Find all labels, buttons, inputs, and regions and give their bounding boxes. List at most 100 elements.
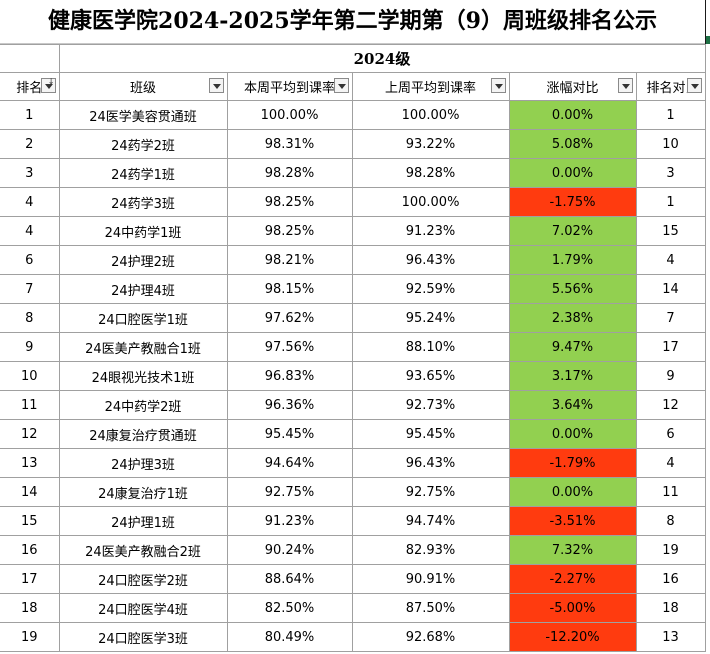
header-last-week[interactable]: 上周平均到课率 [351, 72, 510, 101]
cell-rank[interactable]: 17 [0, 564, 60, 594]
cell-last-week[interactable]: 100.00% [351, 187, 510, 217]
cell-this-week[interactable]: 98.25% [226, 216, 353, 246]
cell-class[interactable]: 24中药学2班 [58, 390, 228, 420]
cell-change[interactable]: 0.00% [508, 100, 637, 130]
cell-change[interactable]: 0.00% [508, 477, 637, 507]
cell-this-week[interactable]: 92.75% [226, 477, 353, 507]
cell-this-week[interactable]: 98.21% [226, 245, 353, 275]
cell-rank[interactable]: 19 [0, 622, 60, 652]
cell-class[interactable]: 24护理4班 [58, 274, 228, 304]
cell-rank[interactable]: 8 [0, 303, 60, 333]
filter-dropdown-icon[interactable] [617, 78, 633, 93]
cell-this-week[interactable]: 82.50% [226, 593, 353, 623]
cell-rank[interactable]: 9 [0, 332, 60, 362]
header-this-week[interactable]: 本周平均到课率 [226, 72, 353, 101]
cell-class[interactable]: 24药学3班 [58, 187, 228, 217]
cell-change[interactable]: 5.56% [508, 274, 637, 304]
cell-prev-rank[interactable]: 9 [635, 361, 706, 391]
cell-change[interactable]: -1.79% [508, 448, 637, 478]
cell-this-week[interactable]: 80.49% [226, 622, 353, 652]
cell-class[interactable]: 24康复治疗1班 [58, 477, 228, 507]
cell-rank[interactable]: 3 [0, 158, 60, 188]
cell-rank[interactable]: 2 [0, 129, 60, 159]
cell-last-week[interactable]: 82.93% [351, 535, 510, 565]
filter-dropdown-icon[interactable] [208, 78, 224, 93]
cell-prev-rank[interactable]: 13 [635, 622, 706, 652]
cell-last-week[interactable]: 100.00% [351, 100, 510, 130]
cell-prev-rank[interactable]: 7 [635, 303, 706, 333]
cell-change[interactable]: -12.20% [508, 622, 637, 652]
cell-change[interactable]: -5.00% [508, 593, 637, 623]
cell-rank[interactable]: 4 [0, 187, 60, 217]
filter-dropdown-icon[interactable] [686, 78, 702, 93]
cell-change[interactable]: 1.79% [508, 245, 637, 275]
cell-last-week[interactable]: 87.50% [351, 593, 510, 623]
cell-prev-rank[interactable]: 15 [635, 216, 706, 246]
cell-class[interactable]: 24护理3班 [58, 448, 228, 478]
cell-last-week[interactable]: 90.91% [351, 564, 510, 594]
cell-class[interactable]: 24药学2班 [58, 129, 228, 159]
filter-dropdown-icon[interactable] [40, 77, 56, 93]
cell-rank[interactable]: 6 [0, 245, 60, 275]
cell-class[interactable]: 24医美产教融合1班 [58, 332, 228, 362]
cell-prev-rank[interactable]: 1 [635, 100, 706, 130]
cell-change[interactable]: 3.64% [508, 390, 637, 420]
cell-last-week[interactable]: 96.43% [351, 448, 510, 478]
cell-prev-rank[interactable]: 4 [635, 245, 706, 275]
cell-prev-rank[interactable]: 18 [635, 593, 706, 623]
cell-last-week[interactable]: 91.23% [351, 216, 510, 246]
header-class[interactable]: 班级 [58, 72, 228, 101]
cell-rank[interactable]: 15 [0, 506, 60, 536]
cell-prev-rank[interactable]: 6 [635, 419, 706, 449]
cell-this-week[interactable]: 96.36% [226, 390, 353, 420]
cell-this-week[interactable]: 98.31% [226, 129, 353, 159]
cell-change[interactable]: 7.32% [508, 535, 637, 565]
cell-prev-rank[interactable]: 10 [635, 129, 706, 159]
cell-class[interactable]: 24口腔医学1班 [58, 303, 228, 333]
cell-prev-rank[interactable]: 1 [635, 187, 706, 217]
cell-this-week[interactable]: 94.64% [226, 448, 353, 478]
cell-change[interactable]: 0.00% [508, 419, 637, 449]
cell-change[interactable]: 9.47% [508, 332, 637, 362]
cell-prev-rank[interactable]: 4 [635, 448, 706, 478]
cell-class[interactable]: 24护理1班 [58, 506, 228, 536]
cell-prev-rank[interactable]: 8 [635, 506, 706, 536]
header-prev-rank[interactable]: 排名对比 [635, 72, 706, 101]
cell-last-week[interactable]: 92.73% [351, 390, 510, 420]
cell-last-week[interactable]: 98.28% [351, 158, 510, 188]
cell-change[interactable]: -1.75% [508, 187, 637, 217]
cell-last-week[interactable]: 88.10% [351, 332, 510, 362]
cell-last-week[interactable]: 92.75% [351, 477, 510, 507]
cell-class[interactable]: 24护理2班 [58, 245, 228, 275]
level-cell[interactable]: 2024级 [58, 44, 706, 73]
cell-change[interactable]: 7.02% [508, 216, 637, 246]
cell-prev-rank[interactable]: 19 [635, 535, 706, 565]
title-row[interactable]: 健康医学院2024-2025学年第二学期第（9）周班级排名公示 [0, 0, 710, 44]
cell-prev-rank[interactable]: 12 [635, 390, 706, 420]
cell-change[interactable]: 5.08% [508, 129, 637, 159]
cell-rank[interactable]: 10 [0, 361, 60, 391]
filter-dropdown-icon[interactable] [490, 78, 506, 93]
cell-rank[interactable]: 14 [0, 477, 60, 507]
cell-class[interactable]: 24康复治疗贯通班 [58, 419, 228, 449]
header-rank[interactable]: 排名 [0, 72, 60, 101]
cell-last-week[interactable]: 93.22% [351, 129, 510, 159]
cell-rank[interactable]: 7 [0, 274, 60, 304]
cell-rank[interactable]: 4 [0, 216, 60, 246]
cell-change[interactable]: 3.17% [508, 361, 637, 391]
cell-last-week[interactable]: 92.68% [351, 622, 510, 652]
cell-prev-rank[interactable]: 3 [635, 158, 706, 188]
cell-last-week[interactable]: 96.43% [351, 245, 510, 275]
cell-rank[interactable]: 12 [0, 419, 60, 449]
cell-class[interactable]: 24医美产教融合2班 [58, 535, 228, 565]
cell-last-week[interactable]: 93.65% [351, 361, 510, 391]
cell-class[interactable]: 24口腔医学2班 [58, 564, 228, 594]
cell-rank[interactable]: 18 [0, 593, 60, 623]
cell-change[interactable]: 2.38% [508, 303, 637, 333]
cell-prev-rank[interactable]: 14 [635, 274, 706, 304]
cell-class[interactable]: 24口腔医学3班 [58, 622, 228, 652]
cell-change[interactable]: -2.27% [508, 564, 637, 594]
cell-this-week[interactable]: 95.45% [226, 419, 353, 449]
cell-this-week[interactable]: 88.64% [226, 564, 353, 594]
cell-class[interactable]: 24药学1班 [58, 158, 228, 188]
